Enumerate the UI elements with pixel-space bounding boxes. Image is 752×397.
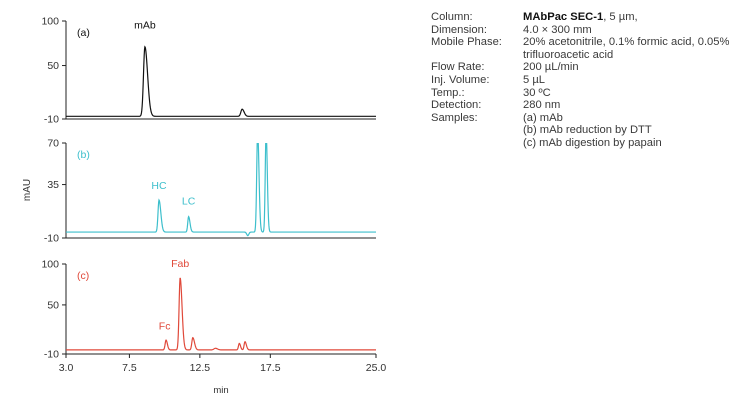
condition-value-text: (c) mAb digestion by papain [523,136,662,149]
condition-row: (b) mAb reduction by DTT [431,124,751,137]
y-tick-label-a-1: 50 [47,60,59,72]
x-tick-label-2: 12.5 [190,362,211,374]
condition-key: Samples: [431,111,478,124]
column-name: MAbPac SEC-1 [523,11,604,23]
condition-value-text: (a) mAb [523,111,563,124]
peak-label-b-0: HC [151,180,167,192]
y-axis-title: mAU [22,179,33,201]
condition-value-text: 30 ºC [523,86,551,99]
condition-value-text: 20% acetonitrile, 0.1% formic acid, 0.05… [523,36,730,61]
condition-row: Samples: (a) mAb [431,112,751,125]
condition-value: (a) mAb [523,112,751,125]
panel-a: 100 50 -10 (a) mAb [41,16,376,126]
condition-key: Detection: [431,99,482,112]
condition-key [431,137,523,150]
condition-row: Dimension: 4.0 × 300 mm [431,24,751,37]
condition-key: Inj. Volume: [431,73,490,86]
condition-row: Flow Rate: 200 µL/min [431,61,751,74]
y-tick-label-b-0: 70 [47,138,59,150]
panel-b: 70 35 -10 (b) HC LC [44,138,376,245]
condition-value: (c) mAb digestion by papain [523,137,751,150]
x-tick-label-1: 7.5 [122,362,137,374]
condition-value: 5 µL [523,74,751,87]
trace-a [66,45,376,117]
x-tick-label-4: 25.0 [366,362,387,374]
condition-value: MAbPac SEC-1, 5 µm, [523,11,751,24]
y-tick-label-c-1: 50 [47,300,59,312]
peak-label-a-0: mAb [134,19,156,31]
chromatogram-chart: 100 50 -10 (a) mAb 70 35 -10 (b) HC LC 100 50 -10 (c) F… [22,16,387,396]
panel-label-b: (b) [77,149,90,161]
y-tick-label-a-0: 100 [41,16,59,28]
peak-label-c-1: Fc [159,320,171,332]
x-tick-label-0: 3.0 [59,362,74,374]
condition-row: (c) mAb digestion by papain [431,137,751,150]
condition-value: (b) mAb reduction by DTT [523,124,751,137]
y-tick-label-c-2: -10 [44,349,59,361]
condition-row: Column: MAbPac SEC-1, 5 µm, [431,11,751,24]
panel-label-a: (a) [77,27,90,39]
x-axis-title: min [213,385,228,396]
peak-label-c-0: Fab [171,258,189,270]
condition-value: 280 nm [523,99,751,112]
condition-row: Inj. Volume: 5 µL [431,74,751,87]
condition-value: 30 ºC [523,87,751,100]
condition-row: Detection: 280 nm [431,99,751,112]
y-tick-label-c-0: 100 [41,259,59,271]
condition-key: Flow Rate: [431,61,485,74]
condition-value-text: 280 nm [523,99,561,112]
trace-b [66,143,376,237]
condition-key: Column: [431,11,473,23]
y-tick-label-b-1: 35 [47,179,59,191]
condition-row: Temp.: 30 ºC [431,87,751,100]
condition-value-text: 5 µL [523,73,545,86]
condition-row: Mobile Phase: 20% acetonitrile, 0.1% form… [431,36,751,61]
condition-value: 4.0 × 300 mm [523,24,751,37]
method-conditions-panel: Column: MAbPac SEC-1, 5 µm, Dimension: 4.0 … [431,11,751,150]
y-tick-label-b-2: -10 [44,233,59,245]
condition-value: 200 µL/min [523,61,751,74]
x-tick-label-3: 17.5 [260,362,281,374]
panel-label-c: (c) [77,270,89,282]
condition-key [431,124,523,137]
panel-c: 100 50 -10 (c) Fab Fc [41,258,376,361]
condition-value-text: 4.0 × 300 mm [523,23,592,36]
condition-key: Temp.: [431,86,465,99]
y-tick-label-a-2: -10 [44,114,59,126]
condition-value-text: , 5 µm, [603,11,638,23]
condition-key: Dimension: [431,23,487,36]
condition-value: 20% acetonitrile, 0.1% formic acid, 0.05… [523,36,751,61]
condition-value-text: 200 µL/min [523,61,579,74]
peak-label-b-1: LC [182,196,196,208]
trace-c [66,277,376,351]
condition-key: Mobile Phase: [431,36,502,49]
condition-value-text: (b) mAb reduction by DTT [523,124,652,137]
